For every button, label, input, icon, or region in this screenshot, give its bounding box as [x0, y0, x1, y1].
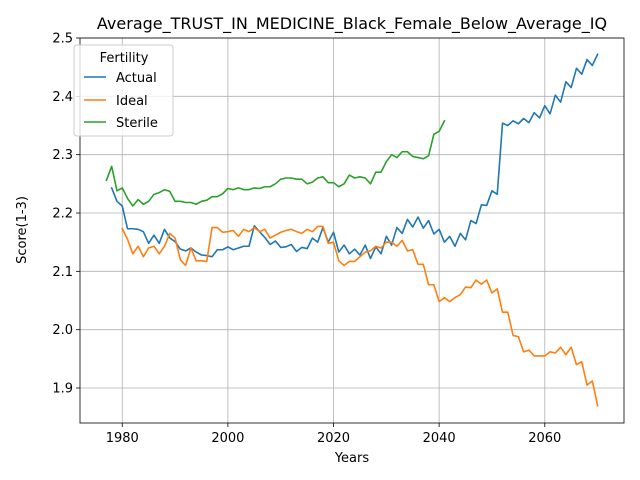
plot-frame: [79, 37, 625, 424]
y-tick-label: 1.9: [52, 382, 73, 397]
series-lines: [105, 53, 599, 407]
y-tick-label: 2.1: [52, 265, 73, 280]
legend: Fertility Actual Ideal Sterile: [73, 44, 174, 137]
y-tick-label: 2.3: [52, 148, 73, 163]
legend-label-sterile: Sterile: [116, 116, 158, 131]
legend-box: [73, 44, 174, 137]
y-tick-label: 2.5: [52, 32, 73, 47]
series-line-sterile: [105, 119, 446, 207]
y-axis: 1.9 2.0 2.1 2.2 2.3 2.4 2.5: [52, 32, 80, 397]
x-tick-label: 1980: [106, 431, 139, 446]
y-tick-label: 2.2: [52, 207, 73, 222]
x-axis-label: Years: [334, 451, 370, 466]
x-tick-label: 2060: [528, 431, 561, 446]
legend-label-actual: Actual: [116, 71, 157, 86]
legend-label-ideal: Ideal: [116, 94, 148, 109]
y-tick-label: 2.4: [52, 90, 73, 105]
series-line-actual: [110, 53, 599, 260]
x-axis: 1980 2000 2020 2040 2060: [106, 423, 561, 446]
chart-title: Average_TRUST_IN_MEDICINE_Black_Female_B…: [97, 14, 607, 34]
series-line-ideal: [121, 225, 599, 407]
x-tick-label: 2000: [211, 431, 244, 446]
x-tick-label: 2040: [423, 431, 456, 446]
legend-title: Fertility: [100, 51, 149, 66]
y-tick-label: 2.0: [52, 323, 73, 338]
y-axis-label: Score(1-3): [15, 196, 30, 264]
x-tick-label: 2020: [317, 431, 350, 446]
grid-lines: [80, 37, 624, 423]
